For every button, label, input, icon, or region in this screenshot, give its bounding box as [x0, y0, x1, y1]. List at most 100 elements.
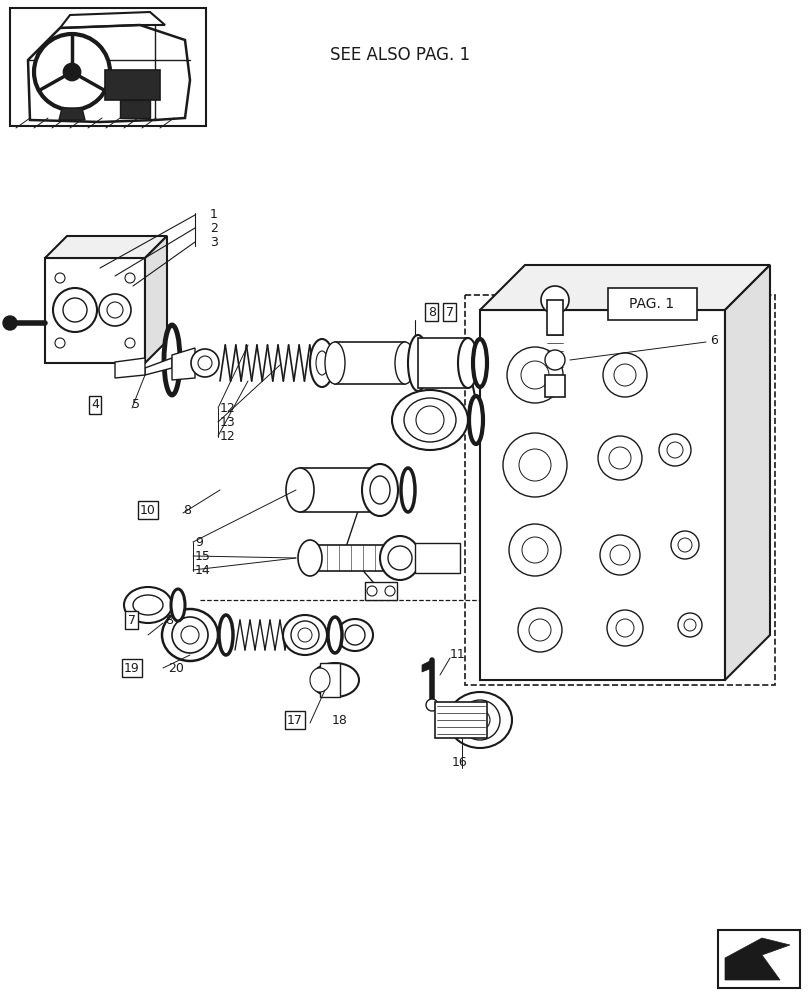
Circle shape — [55, 338, 65, 348]
Circle shape — [521, 537, 547, 563]
Polygon shape — [724, 938, 789, 980]
Circle shape — [191, 349, 219, 377]
Ellipse shape — [124, 587, 172, 623]
Text: 5: 5 — [132, 398, 139, 412]
Text: 8: 8 — [182, 504, 191, 516]
Polygon shape — [422, 660, 431, 672]
Ellipse shape — [380, 536, 419, 580]
Text: 11: 11 — [449, 648, 466, 662]
Text: 6: 6 — [709, 334, 717, 347]
Bar — [105, 70, 160, 100]
Circle shape — [517, 608, 561, 652]
Bar — [365, 582, 397, 600]
Circle shape — [616, 619, 633, 637]
Circle shape — [125, 273, 135, 283]
Text: 1: 1 — [210, 209, 217, 222]
Ellipse shape — [181, 626, 199, 644]
Polygon shape — [145, 358, 172, 375]
Text: 8: 8 — [165, 613, 173, 626]
Bar — [547, 300, 562, 335]
Bar — [435, 702, 487, 738]
Polygon shape — [724, 265, 769, 680]
Circle shape — [677, 538, 691, 552]
Circle shape — [367, 586, 376, 596]
Text: 13: 13 — [220, 416, 235, 428]
Ellipse shape — [448, 692, 512, 748]
Ellipse shape — [460, 700, 500, 740]
Ellipse shape — [171, 589, 185, 621]
Polygon shape — [172, 348, 195, 380]
Circle shape — [544, 350, 564, 370]
Circle shape — [64, 64, 80, 80]
Bar — [10, 8, 206, 126]
Ellipse shape — [298, 540, 322, 576]
Circle shape — [659, 434, 690, 466]
Ellipse shape — [392, 390, 467, 450]
Text: 15: 15 — [195, 550, 211, 562]
Ellipse shape — [415, 406, 444, 434]
Ellipse shape — [324, 342, 345, 384]
Text: 3: 3 — [210, 235, 217, 248]
Polygon shape — [479, 265, 769, 310]
Circle shape — [99, 294, 131, 326]
Ellipse shape — [311, 663, 358, 697]
Polygon shape — [45, 236, 167, 258]
Bar — [299, 468, 380, 512]
Bar — [544, 375, 564, 397]
Text: 7: 7 — [445, 306, 453, 318]
Circle shape — [540, 286, 569, 314]
Text: 16: 16 — [452, 756, 467, 768]
Circle shape — [3, 316, 17, 330]
Ellipse shape — [469, 396, 483, 444]
Ellipse shape — [290, 621, 319, 649]
Circle shape — [597, 436, 642, 480]
Circle shape — [528, 619, 551, 641]
Text: 19: 19 — [124, 662, 139, 674]
Bar — [335, 342, 405, 384]
Text: SEE ALSO PAG. 1: SEE ALSO PAG. 1 — [329, 46, 470, 64]
Ellipse shape — [362, 464, 397, 516]
Circle shape — [603, 353, 646, 397]
Circle shape — [508, 524, 560, 576]
Ellipse shape — [394, 342, 414, 384]
Polygon shape — [115, 358, 145, 378]
Ellipse shape — [473, 339, 487, 387]
Bar — [120, 100, 150, 118]
Bar — [320, 663, 340, 697]
Circle shape — [506, 347, 562, 403]
Text: 4: 4 — [91, 398, 99, 412]
Circle shape — [63, 298, 87, 322]
Circle shape — [599, 535, 639, 575]
Circle shape — [670, 531, 698, 559]
Circle shape — [609, 545, 629, 565]
Ellipse shape — [426, 699, 437, 711]
Circle shape — [34, 34, 109, 110]
Ellipse shape — [310, 339, 333, 387]
Bar — [717, 930, 799, 988]
Bar — [45, 258, 145, 363]
Ellipse shape — [337, 619, 372, 651]
FancyBboxPatch shape — [607, 288, 696, 320]
Text: 20: 20 — [168, 662, 183, 674]
Bar — [465, 295, 774, 685]
Ellipse shape — [404, 398, 456, 442]
Ellipse shape — [310, 668, 329, 692]
Ellipse shape — [219, 615, 233, 655]
Circle shape — [384, 586, 394, 596]
Ellipse shape — [370, 476, 389, 504]
Ellipse shape — [315, 351, 328, 375]
Circle shape — [666, 442, 682, 458]
Circle shape — [502, 433, 566, 497]
Ellipse shape — [401, 468, 414, 512]
Text: PAG. 1: PAG. 1 — [629, 297, 674, 311]
Text: 9: 9 — [195, 536, 203, 548]
Circle shape — [518, 449, 551, 481]
Text: 14: 14 — [195, 564, 211, 576]
Text: 10: 10 — [139, 504, 156, 516]
Circle shape — [608, 447, 630, 469]
Ellipse shape — [298, 628, 311, 642]
Circle shape — [607, 610, 642, 646]
Circle shape — [125, 338, 135, 348]
Circle shape — [521, 361, 548, 389]
Text: 8: 8 — [427, 306, 436, 318]
